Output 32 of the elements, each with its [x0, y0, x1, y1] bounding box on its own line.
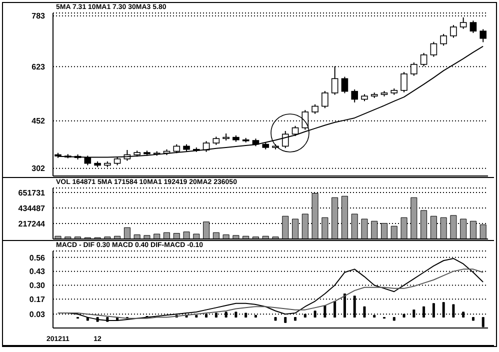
candlestick — [282, 130, 289, 149]
y-tick-label: 302 — [32, 164, 46, 174]
bar — [274, 317, 277, 321]
y-tick-label: 0.43 — [29, 267, 46, 276]
candlestick — [450, 24, 457, 38]
y-tick-label: 452 — [32, 116, 46, 126]
candlestick — [351, 88, 358, 103]
candlestick — [292, 125, 299, 137]
candlestick — [400, 71, 408, 93]
candlestick — [322, 90, 328, 109]
bar — [284, 317, 287, 323]
candlestick — [430, 41, 438, 58]
y-tick-label: 623 — [32, 62, 46, 72]
y-tick-label: 0.30 — [29, 281, 46, 290]
y-tick-label: 0.03 — [29, 310, 46, 319]
y-tick-label: 651731 — [18, 188, 46, 198]
bar — [472, 317, 474, 321]
candlestick — [470, 20, 477, 34]
candlestick — [341, 76, 348, 94]
y-tick-label: 0.56 — [29, 253, 46, 262]
y-tick-label: 217244 — [18, 219, 46, 228]
bar — [294, 317, 297, 321]
y-tick-label: 0.17 — [29, 294, 46, 304]
candlestick — [460, 16, 467, 30]
candlestick — [312, 104, 318, 114]
y-tick-label: 783 — [32, 12, 46, 21]
line-series — [57, 268, 484, 319]
bar — [392, 317, 396, 321]
candlestick — [440, 33, 447, 46]
candlestick — [480, 28, 487, 43]
bar — [195, 314, 198, 318]
y-tick-label: 434487 — [18, 204, 46, 213]
